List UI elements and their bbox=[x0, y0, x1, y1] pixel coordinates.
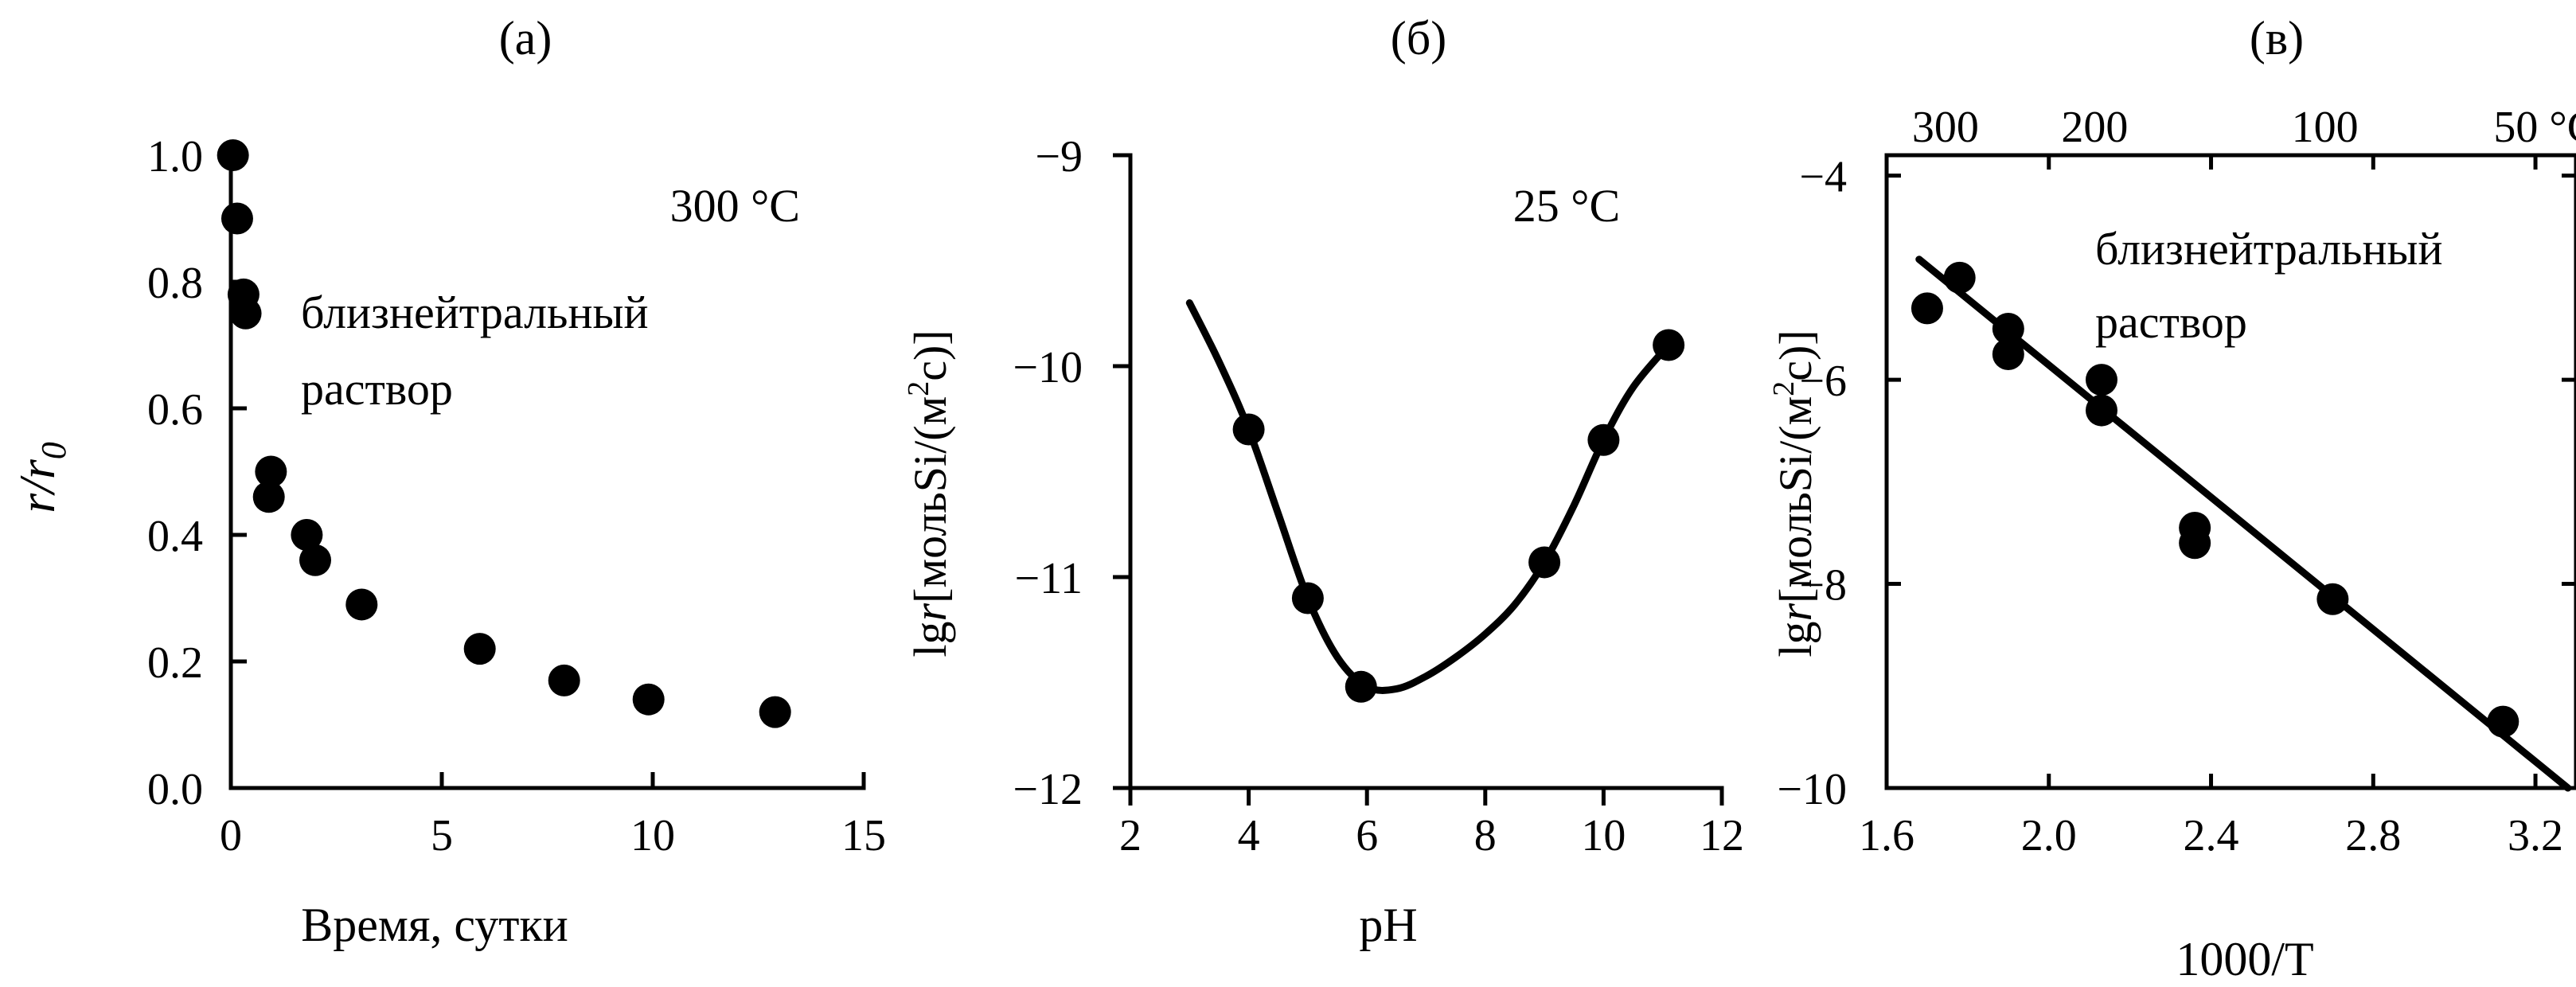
panel-a-x-tick-label: 5 bbox=[431, 811, 453, 860]
panel-b-data-point bbox=[1345, 670, 1377, 703]
panel-c-data-point bbox=[2487, 705, 2519, 738]
panel-a-data-point bbox=[255, 455, 287, 488]
panel-c-solution-annotation-line2: раствор bbox=[2095, 296, 2247, 348]
panel-b-data-point bbox=[1528, 546, 1561, 579]
panel-b-temperature-annotation: 25 °C bbox=[1513, 180, 1620, 232]
panel-b-axes bbox=[1128, 153, 1724, 790]
panel-b-data-point bbox=[1291, 582, 1324, 614]
panel-a-y-tick-label: 1.0 bbox=[147, 132, 203, 181]
panel-a-y-tick-label: 0.8 bbox=[147, 259, 203, 308]
panel-c-x-tick-label: 2.4 bbox=[2184, 811, 2239, 860]
panel-c-top-tick-label: 100 bbox=[2292, 103, 2359, 152]
panel-a-solution-annotation-line1: близнейтральный bbox=[301, 287, 649, 338]
panel-a-points bbox=[217, 139, 791, 728]
panel-c-data-point bbox=[2316, 583, 2349, 615]
panel-b: (б) 25 °C pH lgr[мольSi/(м2c)] 2 4 6 8 10 12 −… bbox=[902, 12, 1744, 951]
panel-b-x-axis-label: pH bbox=[1359, 899, 1417, 951]
panel-c-data-point bbox=[1943, 261, 1976, 294]
panel-c-data-point bbox=[2085, 394, 2117, 427]
panel-a-x-tick-label: 15 bbox=[841, 811, 886, 860]
panel-b-curve-group bbox=[1185, 299, 1672, 694]
panel-a-data-point bbox=[759, 696, 791, 728]
panel-a-data-point bbox=[632, 683, 665, 716]
panel-c-x-tick-label: 1.6 bbox=[1859, 811, 1914, 860]
panel-a-y-axis-label: r/r0 bbox=[9, 442, 73, 513]
panel-a-temperature-annotation: 300 °C bbox=[670, 180, 800, 232]
panel-b-points bbox=[1232, 329, 1685, 703]
panel-a-data-point bbox=[217, 139, 249, 171]
panel-b-x-tick-label: 8 bbox=[1474, 811, 1497, 860]
panel-c-ticks: 1.6 2.0 2.4 2.8 3.2 −10 −8 −6 −4 300 200 100 50 °C bbox=[1777, 103, 2576, 860]
panel-a-solution-annotation-line2: раствор bbox=[301, 363, 453, 415]
panel-c-data-point bbox=[1911, 292, 1943, 325]
panel-a: (a) 300 °C близнейтральный раствор Время… bbox=[9, 12, 886, 951]
panel-a-data-point bbox=[299, 544, 331, 576]
panel-c-x-axis-label: 1000/T bbox=[2176, 933, 2313, 985]
panel-c-y-tick-label: −4 bbox=[1799, 153, 1847, 202]
panel-b-label: (б) bbox=[1391, 12, 1447, 64]
panel-a-y-tick-label: 0.0 bbox=[147, 765, 203, 814]
panel-c-x-tick-label: 3.2 bbox=[2508, 811, 2563, 860]
panel-b-y-tick-label: −9 bbox=[1035, 132, 1083, 181]
panel-b-y-tick-label: −12 bbox=[1013, 765, 1083, 814]
panel-c-data-point bbox=[1992, 338, 2024, 371]
panel-a-x-tick-label: 10 bbox=[630, 811, 675, 860]
panel-b-ticks: 2 4 6 8 10 12 −12 −11 −10 −9 bbox=[1013, 132, 1744, 860]
panel-c-x-tick-label: 2.0 bbox=[2021, 811, 2077, 860]
panel-a-y-tick-label: 0.6 bbox=[147, 385, 203, 435]
panel-b-y-tick-label: −10 bbox=[1013, 343, 1083, 392]
panel-c-solution-annotation-line1: близнейтральный bbox=[2095, 223, 2443, 275]
panel-b-x-tick-label: 12 bbox=[1700, 811, 1744, 860]
panel-a-x-axis-label: Время, сутки bbox=[301, 899, 568, 951]
panel-a-data-point bbox=[221, 202, 253, 235]
panel-a-y-tick-label: 0.4 bbox=[147, 512, 203, 561]
panel-b-data-point bbox=[1587, 423, 1620, 456]
panel-b-data-point bbox=[1232, 413, 1265, 446]
panel-a-y-tick-label: 0.2 bbox=[147, 638, 203, 688]
panel-a-data-point bbox=[229, 297, 262, 330]
panel-a-axes bbox=[228, 153, 866, 790]
panel-b-x-tick-label: 2 bbox=[1119, 811, 1142, 860]
panel-b-x-tick-label: 4 bbox=[1238, 811, 1260, 860]
panel-a-x-tick-label: 0 bbox=[220, 811, 242, 860]
panel-c-points bbox=[1911, 261, 2519, 738]
panel-a-data-point bbox=[291, 519, 323, 551]
panel-c: (в) близнейтральный раствор 1000/T lgr[м… bbox=[1767, 12, 2576, 985]
panel-a-data-point bbox=[252, 481, 285, 513]
panel-c-top-tick-label: 200 bbox=[2061, 103, 2128, 152]
panel-c-y-tick-label: −6 bbox=[1799, 357, 1847, 406]
panel-b-x-tick-label: 6 bbox=[1356, 811, 1378, 860]
panel-c-axes-frame bbox=[1884, 153, 2576, 790]
panel-b-fitted-curve bbox=[1185, 299, 1672, 694]
panel-b-y-axis-label: lgr[мольSi/(м2c)] bbox=[902, 330, 956, 657]
panel-c-data-point bbox=[1992, 312, 2024, 345]
panel-c-x-tick-label: 2.8 bbox=[2345, 811, 2401, 860]
panel-c-y-axis-label: lgr[мольSi/(м2c)] bbox=[1767, 330, 1821, 657]
panel-c-y-tick-label: −8 bbox=[1799, 561, 1847, 611]
panel-b-y-tick-label: −11 bbox=[1014, 554, 1083, 603]
panel-c-data-point bbox=[2179, 527, 2211, 560]
panel-a-data-point bbox=[548, 664, 580, 696]
panel-c-label: (в) bbox=[2250, 12, 2304, 64]
panel-c-y-tick-label: −10 bbox=[1777, 765, 1847, 814]
panel-c-regression-line bbox=[1915, 256, 2572, 792]
panel-b-x-tick-label: 10 bbox=[1581, 811, 1626, 860]
panel-c-top-tick-label: 300 bbox=[1912, 103, 1979, 152]
panel-a-ticks: 0 5 10 15 0.0 0.2 0.4 0.6 0.8 1.0 bbox=[147, 132, 886, 860]
panel-c-fit-line-group bbox=[1915, 256, 2572, 792]
panel-c-top-tick-label: 50 °C bbox=[2493, 103, 2576, 152]
panel-a-data-point bbox=[345, 588, 378, 621]
panel-c-data-point bbox=[2085, 364, 2117, 396]
panel-a-data-point bbox=[463, 633, 496, 665]
panel-b-data-point bbox=[1653, 329, 1685, 361]
panel-a-label: (a) bbox=[499, 12, 552, 64]
